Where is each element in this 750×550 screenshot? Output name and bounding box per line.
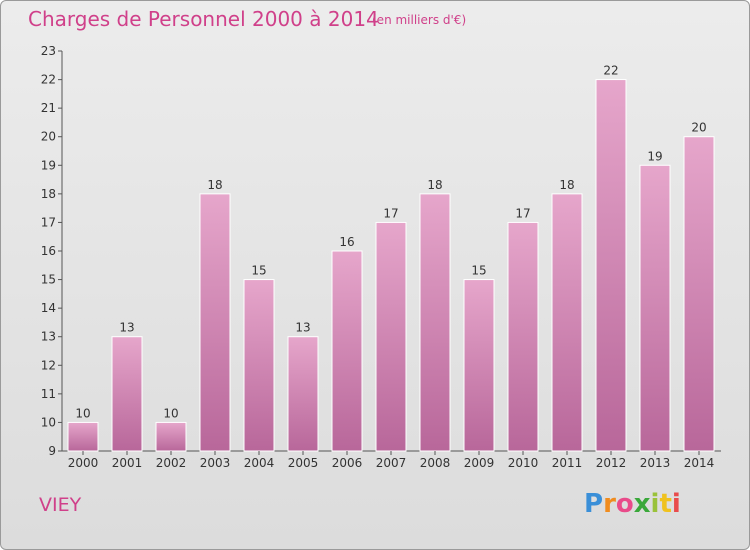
x-tick-label: 2001 (112, 456, 143, 470)
logo-letter: i (671, 489, 681, 519)
bar (419, 193, 451, 452)
data-label: 18 (559, 178, 574, 192)
data-label: 10 (163, 406, 178, 420)
y-tick-label: 19 (41, 158, 56, 172)
bar (155, 421, 187, 452)
y-tick-label: 21 (41, 101, 56, 115)
y-tick-label: 14 (41, 301, 56, 315)
x-tick-label: 2003 (200, 456, 231, 470)
y-tick-label: 13 (41, 330, 56, 344)
data-label: 13 (295, 321, 310, 335)
data-label: 18 (207, 178, 222, 192)
y-tick-label: 11 (41, 387, 56, 401)
x-tick-label: 2011 (552, 456, 583, 470)
y-tick-label: 18 (41, 187, 56, 201)
x-tick-label: 2014 (684, 456, 715, 470)
data-label: 19 (647, 149, 662, 163)
bar (375, 221, 407, 452)
logo-letter: t (659, 489, 672, 519)
y-tick-label: 12 (41, 358, 56, 372)
x-tick-label: 2010 (508, 456, 539, 470)
x-tick-label: 2008 (420, 456, 451, 470)
bar (507, 221, 539, 452)
bar (463, 279, 495, 452)
data-label: 16 (339, 235, 354, 249)
place-name: VIEY (39, 494, 82, 516)
data-label: 10 (75, 406, 90, 420)
bar (331, 250, 363, 452)
x-tick-label: 2002 (156, 456, 187, 470)
y-tick-label: 10 (41, 415, 56, 429)
data-label: 15 (471, 264, 486, 278)
x-tick-label: 2007 (376, 456, 407, 470)
logo-letter: o (615, 489, 634, 519)
y-tick-label: 16 (41, 244, 56, 258)
data-label: 22 (603, 64, 618, 78)
y-tick-label: 15 (41, 273, 56, 287)
logo-letter: r (603, 489, 616, 519)
logo-letter: x (633, 489, 651, 519)
bar (199, 193, 231, 452)
y-tick-label: 17 (41, 215, 56, 229)
bar (287, 336, 319, 452)
data-label: 17 (383, 206, 398, 220)
chart-subtitle: (en milliers d'€) (372, 13, 467, 27)
chart-title: Charges de Personnel 2000 à 2014 (28, 7, 379, 31)
x-tick-label: 2009 (464, 456, 495, 470)
x-tick-label: 2013 (640, 456, 671, 470)
y-tick-label: 22 (41, 73, 56, 87)
data-label: 18 (427, 178, 442, 192)
y-tick-label: 9 (48, 444, 56, 458)
data-label: 20 (691, 121, 706, 135)
data-label: 15 (251, 264, 266, 278)
bar (595, 79, 627, 452)
logo-letter: P (584, 489, 604, 519)
x-tick-label: 2004 (244, 456, 275, 470)
proxiti-logo[interactable]: Proxiti (584, 489, 681, 519)
bar (243, 279, 275, 452)
x-tick-label: 2000 (68, 456, 99, 470)
data-label: 17 (515, 206, 530, 220)
y-tick-label: 23 (41, 44, 56, 58)
y-tick-label: 20 (41, 130, 56, 144)
logo-letter: i (650, 489, 660, 519)
x-tick-label: 2012 (596, 456, 627, 470)
bar (639, 164, 671, 452)
bar (111, 336, 143, 452)
data-label: 13 (119, 321, 134, 335)
bar (683, 136, 715, 452)
bar (551, 193, 583, 452)
bar (67, 421, 99, 452)
x-tick-label: 2005 (288, 456, 319, 470)
x-tick-label: 2006 (332, 456, 363, 470)
